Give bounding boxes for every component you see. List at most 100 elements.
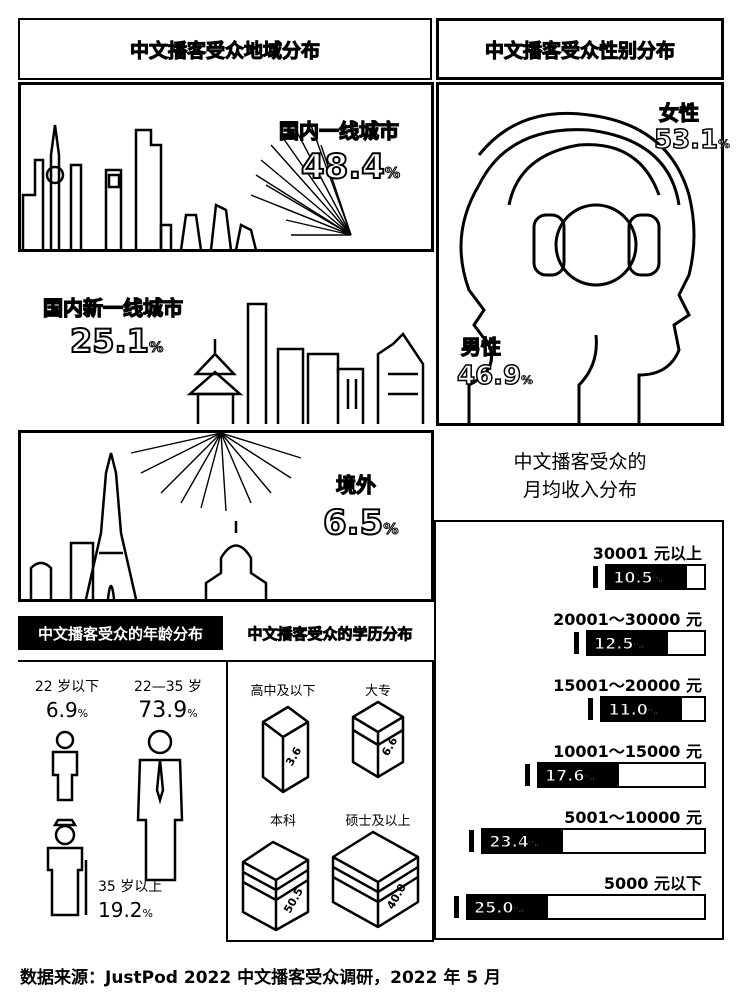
age-under22-unit: %	[77, 707, 89, 720]
income-row: 5001～10000 元 23.4%	[436, 804, 722, 864]
age-over35-value: 19.2	[98, 898, 143, 922]
male-value-wrap: 46.9%	[456, 360, 534, 392]
age-over35-value-wrap: 19.2%	[98, 898, 198, 922]
newtier1-value-wrap: 25.1%	[69, 321, 164, 361]
education-title: 中文播客受众的学历分布	[247, 624, 413, 643]
income-bar-tick	[588, 698, 594, 720]
income-value: 25.0%	[473, 898, 524, 918]
income-bar-fill	[602, 698, 683, 720]
age-mid: 22—35 岁 73.9%	[118, 676, 218, 723]
income-bar-tick	[525, 764, 531, 786]
income-bar: 10.5%	[605, 564, 706, 590]
age-under22-value-wrap: 6.9%	[22, 698, 112, 722]
income-bar: 12.5%	[586, 630, 706, 656]
income-row: 15001～20000 元 11.0%	[436, 672, 722, 732]
tier1-label: 国内一线城市	[278, 118, 399, 143]
income-label: 30001 元以上	[592, 544, 702, 563]
overseas-skyline-illustration	[29, 433, 302, 599]
income-title-line1: 中文播客受众的	[513, 451, 647, 473]
newtier1-label: 国内新一线城市	[42, 295, 183, 320]
income-bar: 11.0%	[600, 696, 706, 722]
tier1-value: 48.4	[300, 146, 386, 188]
tier1-unit: %	[384, 164, 401, 183]
region-title-box: 中文播客受众地域分布	[18, 18, 432, 80]
age-title: 中文播客受众的年龄分布	[37, 624, 203, 643]
income-label: 20001～30000 元	[553, 610, 702, 629]
income-bar-fill	[483, 830, 564, 852]
male-unit: %	[521, 373, 534, 388]
edu-bachelor-label: 本科	[269, 814, 296, 829]
overseas-value-wrap: 6.5%	[322, 502, 399, 544]
income-bar-fill	[468, 896, 548, 918]
income-row: 30001 元以上 10.5%	[436, 540, 722, 600]
headphones-profiles-illustration	[459, 111, 696, 423]
tier1-skyline-illustration	[21, 124, 352, 250]
income-row: 20001～30000 元 12.5%	[436, 606, 722, 666]
edu-college-label: 大专	[364, 684, 391, 699]
female-value: 53.1	[653, 124, 719, 156]
income-bar-tick	[574, 632, 579, 654]
income-bar-fill	[607, 566, 688, 588]
female-unit: %	[718, 137, 731, 152]
income-row: 5000 元以下 25.0%	[436, 870, 722, 930]
male-label: 男性	[460, 334, 501, 359]
income-bar: 17.6%	[537, 762, 706, 788]
income-bar-tick	[593, 566, 599, 588]
edu-highschool-label: 高中及以下	[250, 684, 316, 699]
income-bar-tick	[454, 896, 459, 918]
overseas-value: 6.5	[322, 502, 384, 544]
income-label: 10001～15000 元	[553, 742, 702, 761]
region-overseas-panel: 境外 6.5%	[18, 430, 434, 602]
age-over35-unit: %	[142, 907, 153, 920]
income-value: 12.5%	[593, 634, 644, 654]
overseas-sunburst	[130, 433, 302, 512]
overseas-unit: %	[383, 520, 399, 539]
newtier1-skyline-illustration	[186, 302, 425, 424]
age-mid-value: 73.9	[138, 698, 188, 723]
age-under22-value: 6.9	[45, 698, 78, 722]
female-value-wrap: 53.1%	[653, 124, 731, 156]
age-over35-label: 35 岁以上	[98, 879, 163, 895]
gender-panel: 女性 53.1% 男性 46.9%	[436, 82, 730, 426]
income-label: 5000 元以下	[603, 874, 702, 893]
age-title-box: 中文播客受众的年龄分布	[18, 616, 223, 650]
age-under22-label: 22 岁以下	[34, 679, 100, 695]
income-title-line2: 月均收入分布	[522, 479, 637, 501]
footer-source: 数据来源：JustPod 2022 中文播客受众调研，2022 年 5 月	[20, 968, 502, 988]
age-under22: 22 岁以下 6.9%	[22, 676, 112, 722]
income-bar-fill	[588, 632, 668, 654]
income-label: 5001～10000 元	[564, 808, 702, 827]
newtier1-value: 25.1	[69, 321, 150, 361]
income-title: 中文播客受众的 月均收入分布	[436, 448, 724, 504]
gender-title-box: 中文播客受众性别分布	[436, 18, 724, 80]
region-tier1-panel: 国内一线城市 48.4%	[18, 82, 434, 252]
age-mid-label: 22—35 岁	[133, 679, 203, 695]
income-bar-fill	[539, 764, 620, 786]
region-title: 中文播客受众地域分布	[129, 39, 320, 62]
income-bar-tick	[469, 830, 475, 852]
income-row: 10001～15000 元 17.6%	[436, 738, 722, 798]
income-value: 10.5%	[613, 568, 664, 588]
income-bar: 25.0%	[466, 894, 706, 920]
education-panel: 高中及以下 大专 本科 硕士及以上 3.6 6.6 50.5 40.0	[226, 660, 434, 942]
sunburst-rays	[250, 124, 352, 236]
newtier1-unit: %	[148, 340, 164, 357]
age-over35: 35 岁以上 19.2%	[98, 876, 198, 922]
female-label: 女性	[658, 100, 699, 125]
male-value: 46.9	[456, 360, 522, 392]
edu-master-label: 硕士及以上	[345, 814, 411, 829]
income-bar: 23.4%	[481, 828, 706, 854]
income-value: 11.0%	[608, 700, 659, 720]
books-illustration	[241, 700, 420, 932]
overseas-label: 境外	[335, 472, 376, 497]
age-figures-illustration	[46, 729, 184, 917]
income-panel: 30001 元以上 10.5% 20001～30000 元 12.5% 15001～20…	[434, 520, 724, 940]
gender-title: 中文播客受众性别分布	[484, 39, 675, 62]
age-mid-value-wrap: 73.9%	[118, 698, 218, 723]
income-value: 17.6%	[545, 766, 596, 786]
income-label: 15001～20000 元	[553, 676, 702, 695]
tier1-value-wrap: 48.4%	[300, 146, 401, 188]
income-value: 23.4%	[489, 832, 540, 852]
age-mid-unit: %	[187, 707, 198, 720]
region-newtier1-area: 国内新一线城市 25.1%	[18, 254, 434, 430]
